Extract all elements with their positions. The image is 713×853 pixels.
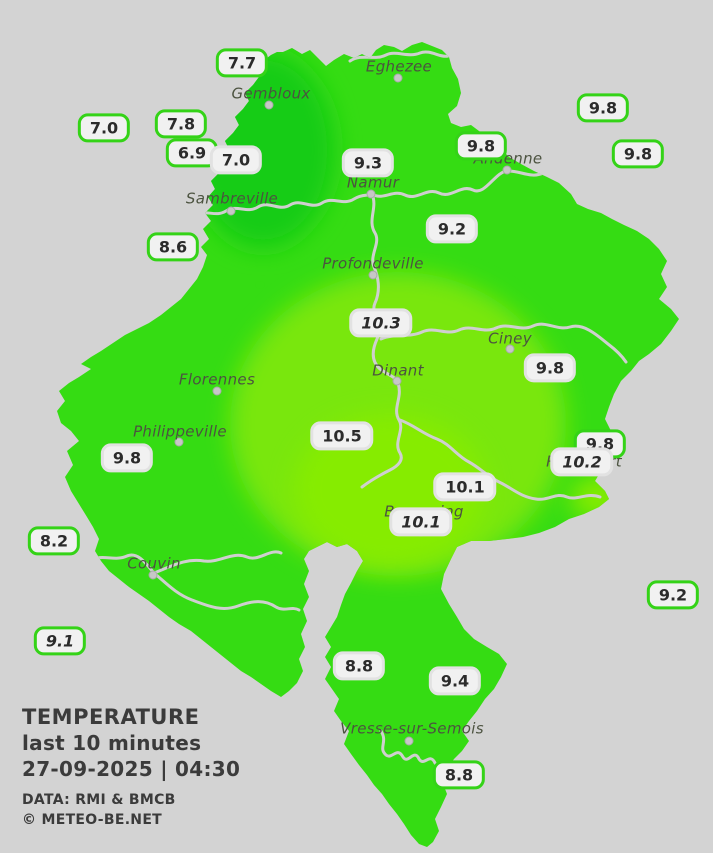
temp-badge: 9.1 [33, 626, 87, 656]
temp-badge: 9.8 [523, 353, 577, 383]
city-label: Profondeville [322, 254, 424, 273]
city-label: Vresse-sur-Semois [340, 719, 484, 738]
city-label: Ciney [488, 329, 532, 348]
temp-badge: 9.3 [341, 148, 395, 178]
city-dot [212, 386, 222, 396]
temp-badge: 8.2 [27, 526, 81, 556]
temp-badge: 8.6 [146, 232, 200, 262]
temp-badge: 10.5 [310, 421, 374, 451]
city-label: Philippeville [133, 422, 227, 441]
temp-badge: 9.8 [576, 93, 630, 123]
temp-badge: 9.2 [425, 214, 479, 244]
map-islet [255, 281, 265, 289]
city-dot [505, 344, 515, 354]
city-dot [404, 736, 414, 746]
city-label: Gembloux [231, 84, 311, 103]
temp-badge: 7.8 [154, 109, 208, 139]
city-label: Dinant [372, 361, 424, 380]
temp-badge: 10.1 [389, 507, 453, 537]
city-dot [502, 165, 512, 175]
temp-badge: 7.0 [77, 113, 131, 143]
city-dot [264, 100, 274, 110]
city-dot [148, 570, 158, 580]
city-label: Eghezee [365, 57, 433, 76]
temp-badge: 6.9 [165, 138, 219, 168]
temp-badge: 10.1 [433, 472, 497, 502]
map-datetime: 27-09-2025 | 04:30 [22, 757, 241, 781]
city-dot [368, 270, 378, 280]
city-dot [174, 437, 184, 447]
temp-badge: 7.0 [209, 145, 263, 175]
temp-badge: 9.8 [611, 139, 665, 169]
temp-badge: 9.8 [454, 131, 508, 161]
city-label: Sambreville [185, 189, 279, 208]
temp-badge: 9.4 [428, 666, 482, 696]
map-title: TEMPERATURE [22, 705, 200, 729]
temp-badge: 8.8 [432, 760, 486, 790]
city-label: Namur [346, 173, 400, 192]
map-subtitle: last 10 minutes [22, 731, 202, 755]
temp-badge: 8.8 [332, 651, 386, 681]
temp-badge: 9.2 [646, 580, 700, 610]
city-dot [226, 206, 236, 216]
title-block: TEMPERATURE last 10 minutes 27-09-2025 |… [22, 704, 240, 830]
city-label: Couvin [127, 554, 181, 573]
city-dot [393, 73, 403, 83]
temp-badge: 10.2 [550, 447, 614, 477]
city-dot [366, 189, 376, 199]
temp-badge: 9.8 [100, 443, 154, 473]
temp-badge: 7.7 [215, 48, 269, 78]
city-dot [392, 376, 402, 386]
city-label: Florennes [178, 370, 256, 389]
copyright: © METEO-BE.NET [22, 812, 163, 828]
data-credit: DATA: RMI & BMCB [22, 792, 176, 808]
temp-badge: 10.3 [349, 308, 413, 338]
